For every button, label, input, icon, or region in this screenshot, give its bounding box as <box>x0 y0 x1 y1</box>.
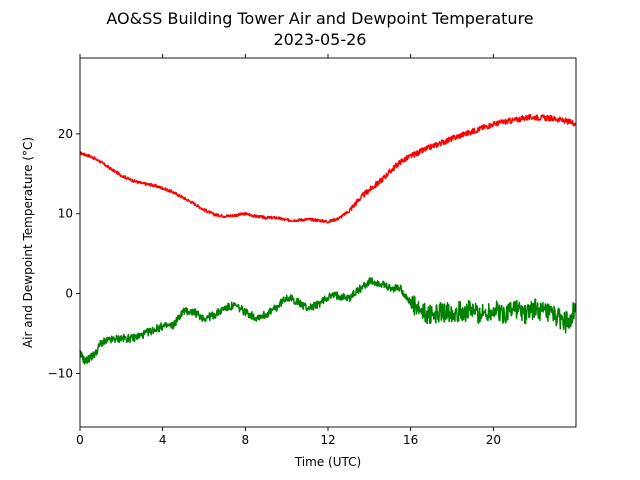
y-tick-label: 0 <box>65 287 73 301</box>
x-tick-label: 16 <box>403 433 418 447</box>
x-axis-label: Time (UTC) <box>294 455 361 469</box>
chart-subtitle: 2023-05-26 <box>274 30 367 49</box>
y-tick-label: 20 <box>58 127 73 141</box>
y-axis-label: Air and Dewpoint Temperature (°C) <box>21 137 35 348</box>
air-temperature-line <box>79 113 577 224</box>
y-tick-label: 10 <box>58 207 73 221</box>
x-tick-label: 4 <box>159 433 167 447</box>
x-tick-label: 12 <box>320 433 335 447</box>
chart-title: AO&SS Building Tower Air and Dewpoint Te… <box>106 9 533 28</box>
tick-layer: 0 4 8 12 16 20 −10 0 10 20 <box>48 54 501 447</box>
dewpoint-temperature-line <box>79 277 577 365</box>
x-tick-label: 20 <box>486 433 501 447</box>
y-tick-label: −10 <box>48 366 73 380</box>
x-tick-label: 0 <box>76 433 84 447</box>
series-layer <box>79 113 577 365</box>
x-tick-label: 8 <box>242 433 250 447</box>
